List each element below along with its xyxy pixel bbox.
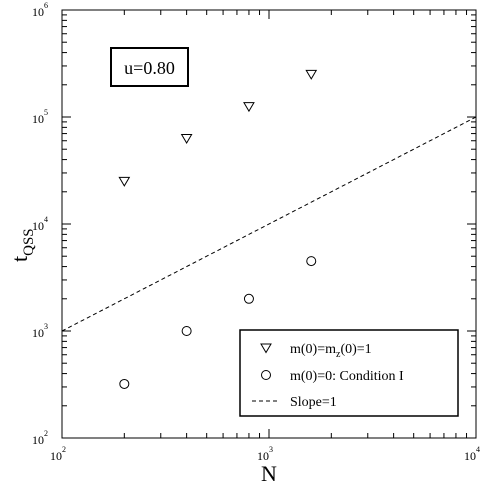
x-tick-label: 103 — [257, 445, 273, 463]
annotation-box — [110, 47, 189, 87]
x-tick-labels: 102 103 104 — [50, 445, 480, 463]
circle-point — [119, 378, 130, 389]
y-tick-label: 105 — [32, 108, 48, 126]
annotation-text: u=0.80 — [124, 58, 175, 78]
y-tick-labels: 102 103 104 105 106 — [32, 1, 48, 447]
x-tick-label: 104 — [464, 445, 480, 463]
data-series — [61, 69, 477, 389]
triangle-point — [118, 176, 131, 187]
y-tick-label: 103 — [32, 322, 48, 340]
legend: m(0)=mz(0)=1 m(0)=0: Condition I Slope=1 — [239, 329, 459, 417]
legend-box — [239, 329, 459, 417]
svg-text:tQSS: tQSS — [7, 228, 37, 262]
slope-line — [61, 116, 477, 332]
legend-triangle-icon — [260, 343, 272, 354]
y-axis-title-main: t — [7, 256, 32, 262]
legend-circle-icon — [261, 370, 271, 380]
circle-point — [243, 293, 254, 304]
y-tick-label: 104 — [32, 215, 48, 233]
x-tick-label: 102 — [50, 445, 66, 463]
axis-ticks — [61, 10, 476, 439]
legend-label: m(0)=mz(0)=1 — [290, 342, 372, 360]
y-axis-title: tQSS — [7, 228, 37, 262]
circle-point — [306, 256, 317, 267]
legend-label: Slope=1 — [290, 395, 337, 410]
triangle-point — [180, 133, 193, 144]
x-axis-title: N — [261, 461, 277, 486]
y-tick-label: 102 — [32, 429, 48, 447]
triangle-point — [305, 69, 318, 80]
legend-label: m(0)=0: Condition I — [290, 369, 404, 384]
circle-point — [181, 326, 192, 336]
legend-items: m(0)=mz(0)=1 m(0)=0: Condition I Slope=1 — [252, 342, 404, 410]
y-tick-label: 106 — [32, 1, 48, 19]
annotation: u=0.80 — [110, 47, 189, 87]
triangle-point — [243, 102, 255, 113]
y-axis-title-sub: QSS — [21, 228, 37, 256]
